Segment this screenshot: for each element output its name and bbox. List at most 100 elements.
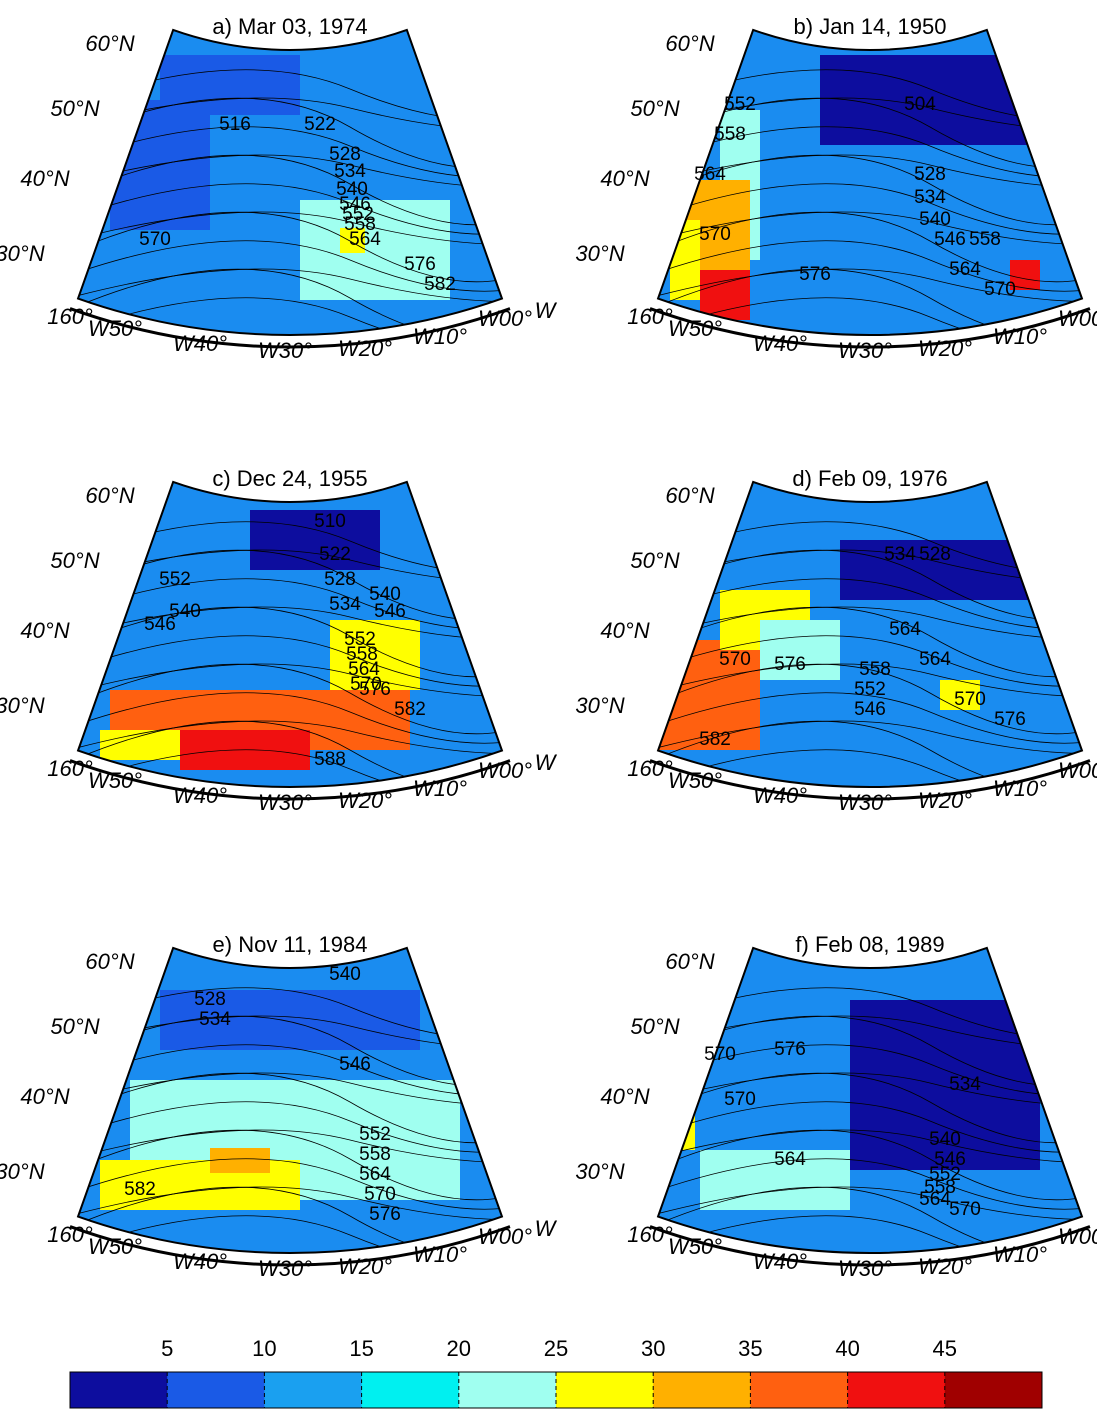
map-rim: [69, 307, 511, 349]
lat-label: 30°N: [575, 1159, 624, 1184]
lon-label: W50°: [668, 316, 722, 341]
contour-label: 516: [219, 114, 251, 135]
contour-label: 558: [359, 1144, 391, 1165]
contour-label: 588: [314, 749, 346, 770]
lat-label: 60°N: [665, 31, 714, 56]
lon-label: W30°: [258, 790, 312, 815]
map-panel: a) Mar 03, 1974 60°N 50°N 40°N 30°N 160°W50° W…: [0, 14, 558, 363]
lon-label: W10°: [413, 776, 467, 801]
lat-label: 40°N: [20, 1084, 69, 1109]
contour-label: 528: [919, 544, 951, 565]
contour-label: 570: [724, 1089, 756, 1110]
contour-line: [78, 720, 502, 762]
lon-label: W00°: [1058, 1224, 1097, 1249]
lon-label: W00°: [478, 758, 532, 783]
contour-label: 522: [319, 544, 351, 565]
contour-line: [78, 268, 502, 310]
contour-line: [78, 297, 502, 336]
lat-label: 50°N: [630, 96, 679, 121]
contour-line: [658, 1186, 1082, 1253]
lat-label: 50°N: [630, 548, 679, 573]
colorbar-segment: [750, 1372, 849, 1408]
lat-label: 40°N: [20, 618, 69, 643]
colorbar-tick-label: 25: [544, 1336, 568, 1361]
colorbar-tick-label: 40: [835, 1336, 859, 1361]
map-fields: [78, 987, 502, 1253]
contour-label: 570: [704, 1044, 736, 1065]
contour-label: 534: [334, 161, 366, 182]
field-patch: [330, 620, 420, 690]
contour-label: 534: [199, 1009, 231, 1030]
panel-title: e) Nov 11, 1984: [213, 932, 368, 957]
lat-label: 60°N: [665, 483, 714, 508]
colorbar-tick-label: 35: [738, 1336, 762, 1361]
lat-label: 60°N: [665, 949, 714, 974]
contour-label: 582: [424, 274, 456, 295]
lon-label: W: [535, 1216, 558, 1241]
lon-label: 160°: [627, 304, 673, 329]
lat-label: 30°N: [0, 241, 45, 266]
contour-line: [78, 1158, 502, 1210]
map-fields: [658, 521, 1082, 787]
lon-label: W10°: [413, 324, 467, 349]
lon-label: W10°: [993, 776, 1047, 801]
map-fields: [78, 510, 502, 787]
lon-label: W50°: [668, 768, 722, 793]
lon-label: 160°: [47, 1222, 93, 1247]
lat-label: 50°N: [50, 96, 99, 121]
contour-label: 534: [329, 594, 361, 615]
contour-label: 558: [344, 214, 376, 235]
lat-label: 40°N: [600, 618, 649, 643]
colorbar-segment: [167, 1372, 265, 1408]
map-frame: [656, 946, 1084, 1254]
contour-label: 540: [336, 179, 368, 200]
contour-label: 564: [949, 259, 981, 280]
colorbar-tick-label: 20: [447, 1336, 471, 1361]
lon-label: W20°: [338, 1254, 392, 1279]
contour-label: 540: [169, 601, 201, 622]
lat-label: 60°N: [85, 949, 134, 974]
lon-label: W20°: [338, 788, 392, 813]
contour-label: 522: [304, 114, 336, 135]
contour-line: [658, 1158, 1082, 1210]
contour-label: 546: [339, 194, 371, 215]
field-patch: [340, 228, 365, 253]
contour-line: [658, 268, 1082, 310]
field-patch: [1010, 260, 1040, 290]
contour-label: 546: [854, 699, 886, 720]
contour-label: 510: [314, 511, 346, 532]
contour-label: 576: [774, 654, 806, 675]
lon-label: 160°: [47, 304, 93, 329]
lon-label: W40°: [753, 331, 807, 356]
contour-label: 534: [884, 544, 916, 565]
contour-line: [658, 1215, 1082, 1253]
colorbar-segment: [847, 1372, 946, 1408]
contour-label: 552: [854, 679, 886, 700]
contour-label: 546: [374, 601, 406, 622]
contour-line: [78, 692, 502, 744]
contour-label: 552: [929, 1164, 961, 1185]
lon-label: W30°: [258, 338, 312, 363]
lon-label: W40°: [173, 1249, 227, 1274]
lon-label: W00°: [1058, 306, 1097, 331]
contour-line: [658, 663, 1082, 735]
lon-label: W00°: [1058, 758, 1097, 783]
contour-label: 570: [954, 689, 986, 710]
contour-label: 540: [919, 209, 951, 230]
contour-label: 540: [329, 964, 361, 985]
contour-line: [78, 749, 502, 787]
contour-label: 558: [346, 644, 378, 665]
lon-label: W: [535, 298, 558, 323]
contour-label: 504: [904, 94, 936, 115]
contour-label: 570: [139, 229, 171, 250]
contour-line: [658, 1129, 1082, 1201]
contour-line: [658, 211, 1082, 283]
contour-label: 546: [934, 1149, 966, 1170]
lat-label: 30°N: [0, 693, 45, 718]
lon-label: W40°: [753, 1249, 807, 1274]
contour-line: [658, 720, 1082, 787]
contour-label: 552: [359, 1124, 391, 1145]
contour-label: 564: [919, 1189, 951, 1210]
contour-label: 570: [350, 674, 382, 695]
